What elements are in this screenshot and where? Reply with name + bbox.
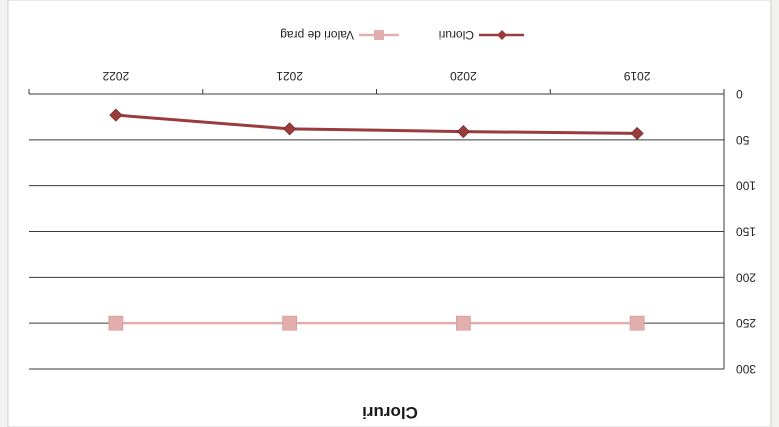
legend: Cloruri Valori de prag xyxy=(280,28,524,42)
x-tick-label: 2021 xyxy=(276,69,303,83)
y-tick-label: 50 xyxy=(736,133,750,147)
series-layer xyxy=(108,108,645,331)
chart-title: Cloruri xyxy=(362,403,418,422)
series-line-cloruri xyxy=(115,113,638,135)
data-point-cloruri xyxy=(283,122,297,136)
y-tick-label: 100 xyxy=(736,179,756,193)
data-point-valori-de-prag xyxy=(629,315,645,331)
y-axis: 0 50 100 150 200 250 300 xyxy=(723,87,756,376)
y-tick-label: 150 xyxy=(736,225,756,239)
x-tick-label: 2019 xyxy=(623,69,650,83)
data-point-cloruri xyxy=(456,125,470,139)
y-tick-label: 0 xyxy=(736,87,743,101)
data-point-valori-de-prag xyxy=(108,315,124,331)
data-point-cloruri xyxy=(630,126,644,140)
legend-label-cloruri: Cloruri xyxy=(439,28,474,42)
legend-marker-cloruri xyxy=(497,30,507,40)
y-tick-label: 250 xyxy=(736,316,756,330)
y-tick-label: 200 xyxy=(736,270,756,284)
x-tick-label: 2020 xyxy=(450,69,477,83)
x-tick-label: 2022 xyxy=(102,69,129,83)
legend-marker-valori-de-prag xyxy=(374,30,384,40)
x-axis: 2019 2020 2021 2022 xyxy=(28,69,725,94)
data-point-valori-de-prag xyxy=(282,315,298,331)
data-point-valori-de-prag xyxy=(455,315,471,331)
data-point-cloruri xyxy=(109,108,123,122)
y-tick-label: 300 xyxy=(736,362,756,376)
chart-area xyxy=(7,0,772,427)
legend-label-valori-de-prag: Valori de prag xyxy=(280,28,354,42)
